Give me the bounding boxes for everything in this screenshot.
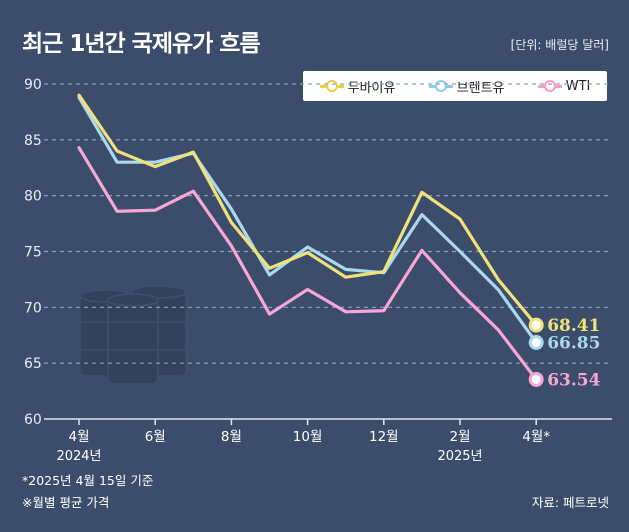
series-line-dubai [77, 93, 538, 327]
end-value-label-dubai: 68.41 [547, 316, 600, 336]
y-tick-label-65: 65 [24, 356, 42, 372]
y-tick-label-90: 90 [24, 77, 42, 93]
series-line-brent [77, 95, 538, 345]
legend-item-wti: WTI [537, 78, 591, 94]
y-tick-label-75: 75 [24, 245, 42, 261]
x-tick-label-6: 10월 [293, 429, 323, 445]
x-year-label-0: 2024년 [56, 449, 101, 464]
chart-title: 최근 1년간 국제유가 흐름 [22, 31, 261, 57]
end-point-wti [528, 371, 544, 387]
legend: 두바이유 브렌트유 WTI [303, 71, 607, 101]
y-tick-label-70: 70 [24, 300, 42, 316]
legend-wti-label: WTI [565, 78, 591, 94]
footnote-average: ※월별 평균 가격 [22, 495, 110, 510]
x-year-label-10: 2025년 [437, 449, 482, 464]
source-label: 자료: 페트로넷 [531, 495, 609, 510]
end-value-label-brent: 66.85 [547, 334, 600, 354]
footnote-date: *2025년 4월 15일 기준 [22, 473, 154, 488]
end-point-brent [528, 335, 544, 351]
x-tick-label-2: 6월 [145, 429, 166, 445]
unit-label: [단위: 배럴당 달러] [510, 38, 609, 52]
end-value-label-wti: 63.54 [547, 370, 600, 390]
legend-dubai-marker-icon [319, 80, 344, 92]
legend-wti-marker-icon [537, 80, 562, 92]
end-point-dubai [528, 317, 544, 333]
x-tick-label-12: 4월* [522, 429, 550, 445]
legend-brent-marker-icon [428, 80, 453, 92]
x-tick-label-8: 12월 [369, 429, 399, 445]
x-tick-label-10: 2월 [449, 429, 470, 445]
y-tick-label-60: 60 [24, 412, 42, 428]
x-tick-label-0: 4월 [68, 429, 89, 445]
y-tick-label-85: 85 [24, 133, 42, 149]
y-tick-label-80: 80 [24, 189, 42, 205]
series-line-wti [77, 146, 538, 382]
oil-barrels-illustration [79, 285, 187, 385]
x-tick-label-4: 8월 [221, 429, 242, 445]
